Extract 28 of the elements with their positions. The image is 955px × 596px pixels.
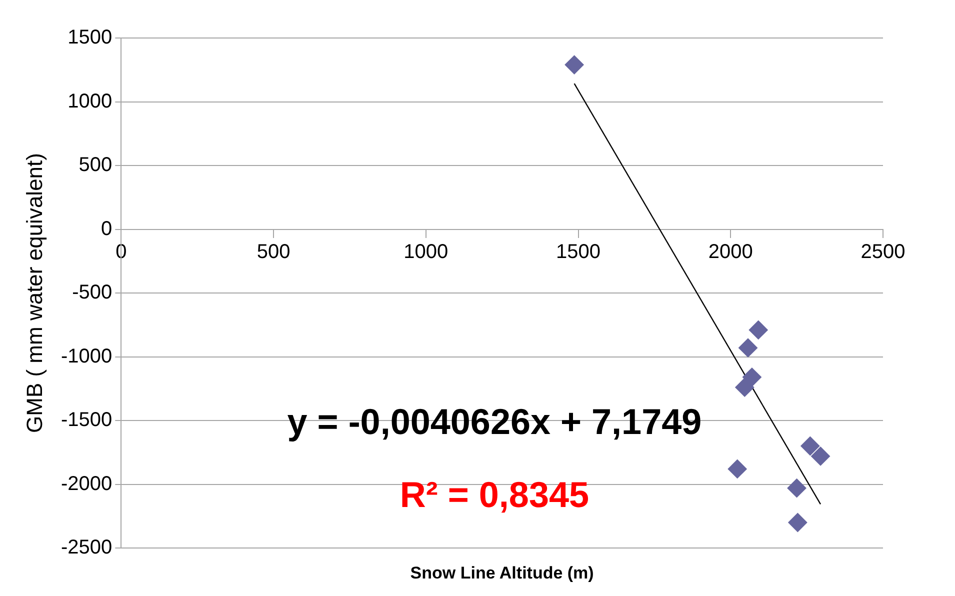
y-tick-label: -1500 [60,409,112,432]
y-tick-label: -500 [72,282,112,304]
point [800,436,820,456]
annotation: y = -0,0040626x + 7,1749 [287,400,702,442]
y-tick-label: -1000 [60,345,112,368]
x-tick-label: 1500 [556,240,601,263]
point [787,478,806,498]
y-axis-title: GMB ( mm water equivalent) [22,153,48,433]
x-tick-label: 2500 [860,240,906,263]
annotation: R² = 0,8345 [400,474,590,515]
y-tick-label: -2000 [60,472,112,495]
point [788,513,808,532]
y-tick-label: -2500 [60,536,112,559]
y-tick-label: 0 [101,218,112,240]
point [738,338,758,358]
x-tick-label: 500 [256,240,290,263]
point [811,446,830,466]
point [564,55,584,74]
point [748,320,768,340]
point [735,378,754,397]
x-tick-label: 1000 [404,240,448,263]
y-tick-label: 1500 [68,26,112,49]
point [742,368,762,387]
point [728,459,747,478]
x-axis-title: Snow Line Altitude (m) [410,564,594,583]
x-tick-label: 2000 [708,240,753,263]
y-tick-label: 500 [78,154,112,176]
y-tick-label: 1000 [68,90,112,112]
